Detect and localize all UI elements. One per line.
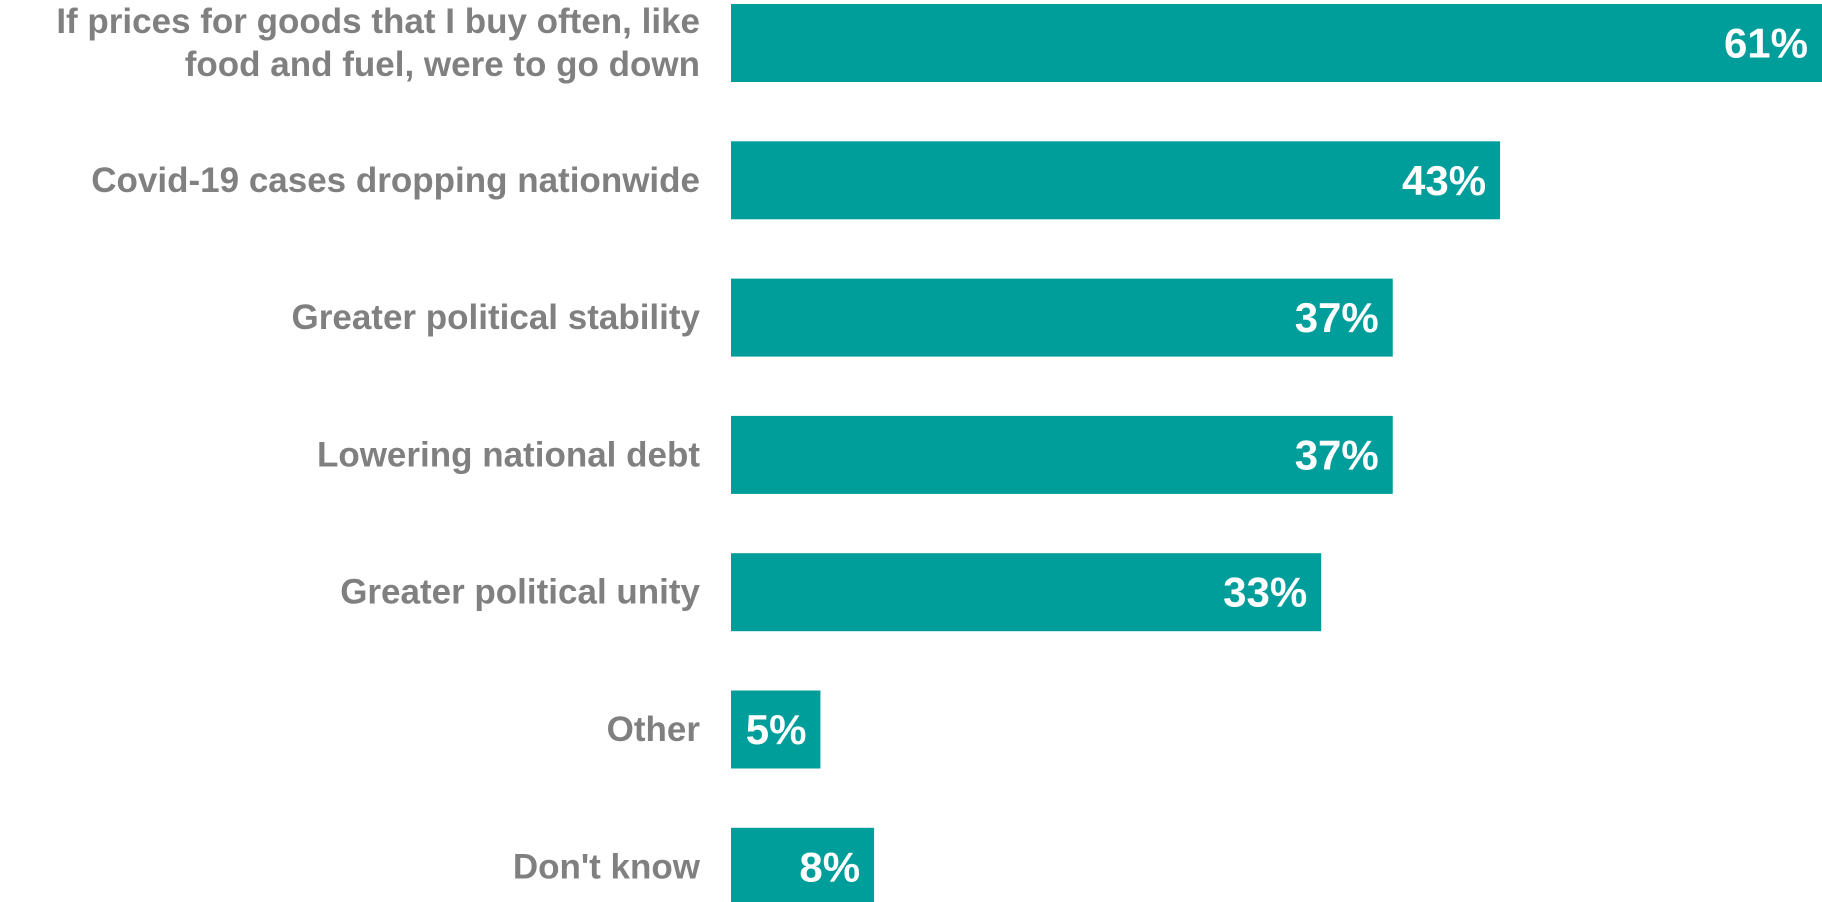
bar [731,827,875,902]
category-label: Greater political unity [340,573,700,612]
bar-value-label: 61% [1724,20,1808,67]
category-label: Don't know [513,847,701,886]
category-label: Greater political stability [292,298,701,337]
bar-value-label: 8% [799,843,860,890]
bar-value-label: 37% [1295,431,1379,478]
bar [731,141,1501,220]
bar [731,415,1393,494]
bar [731,4,1822,82]
category-label: If prices for goods that I buy often, li… [56,2,700,41]
bar-value-label: 37% [1295,294,1379,341]
bar [731,690,821,769]
category-label: Covid-19 cases dropping nationwide [91,161,700,200]
category-label: food and fuel, were to go down [185,45,700,84]
bar [731,553,1322,632]
bar [731,278,1393,357]
bar-value-label: 5% [746,706,807,753]
category-label: Lowering national debt [317,435,700,474]
category-labels-group: If prices for goods that I buy often, li… [56,2,700,886]
category-label: Other [607,710,701,749]
bars-group [731,4,1822,902]
bar-value-label: 33% [1223,569,1307,616]
bar-value-label: 43% [1402,157,1486,204]
value-labels-group: 61% 43% 37% 37% 33% 5% 8% [746,20,1808,891]
